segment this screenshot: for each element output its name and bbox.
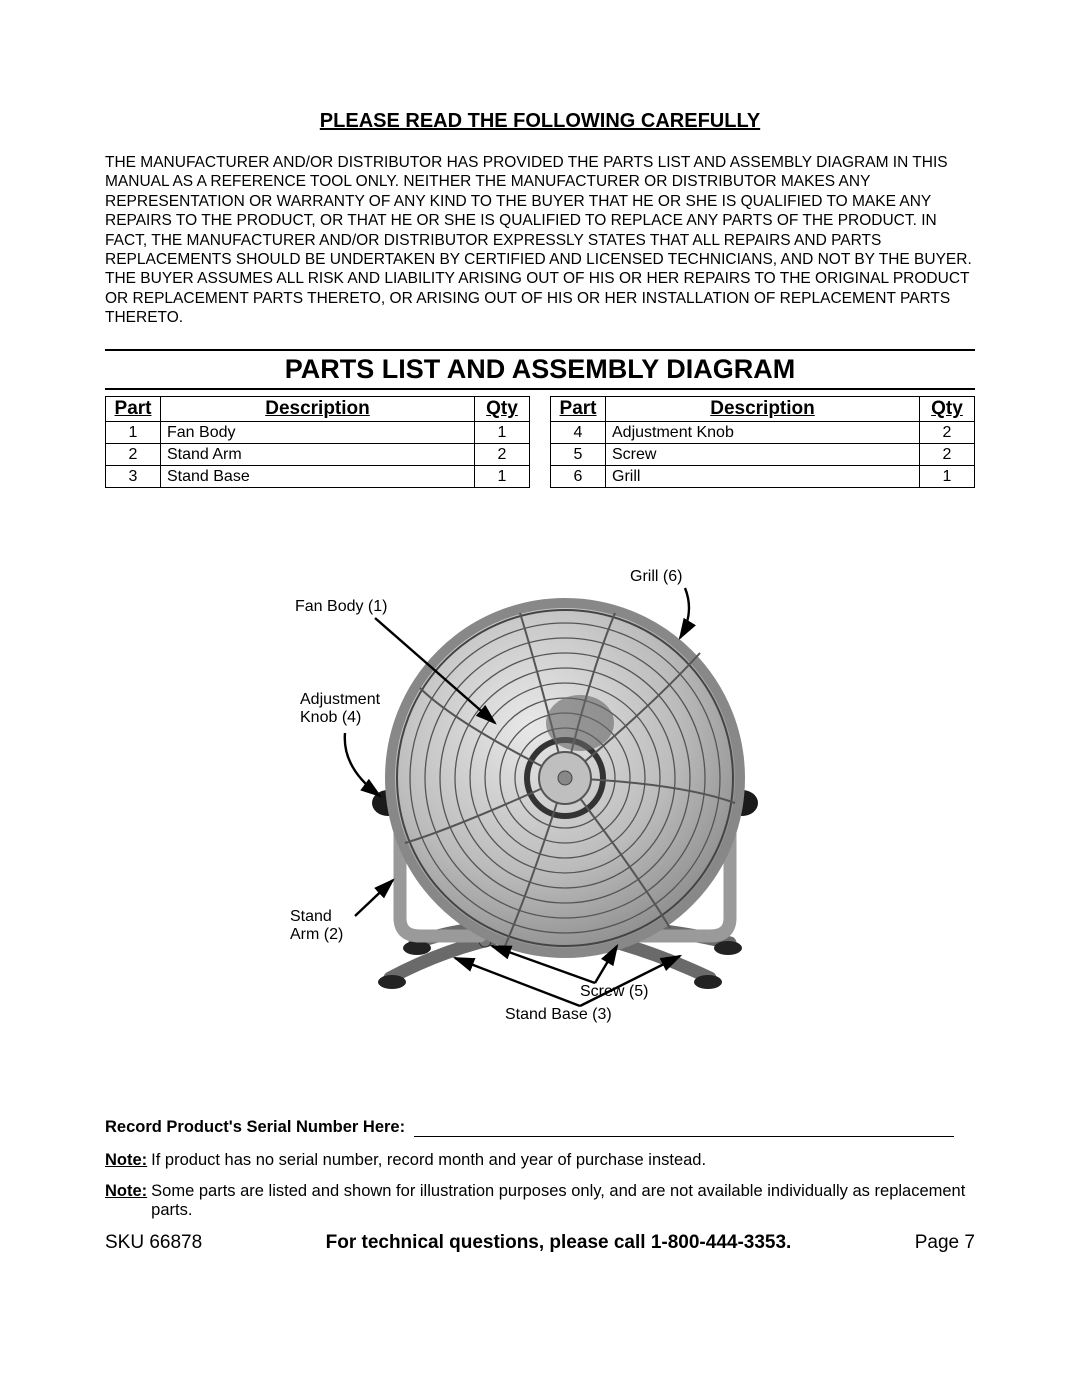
- serial-label: Record Product's Serial Number Here:: [105, 1118, 405, 1136]
- note-2: Note: Some parts are listed and shown fo…: [105, 1182, 975, 1220]
- header-title: PLEASE READ THE FOLLOWING CAREFULLY: [105, 110, 975, 133]
- parts-table-right: Part Description Qty 4 Adjustment Knob 2…: [550, 396, 975, 488]
- fan-diagram-svg: [280, 558, 800, 1018]
- assembly-diagram: Fan Body (1) Grill (6) Adjustment Knob (…: [280, 558, 800, 1018]
- cell: Stand Base: [161, 466, 475, 488]
- note-label: Note:: [105, 1182, 147, 1220]
- cell: Grill: [606, 466, 920, 488]
- col-qty: Qty: [920, 397, 975, 422]
- cell: 1: [920, 466, 975, 488]
- cell: Adjustment Knob: [606, 422, 920, 444]
- col-description: Description: [161, 397, 475, 422]
- page-footer: SKU 66878 For technical questions, pleas…: [105, 1232, 975, 1254]
- section-title: PARTS LIST AND ASSEMBLY DIAGRAM: [105, 351, 975, 390]
- col-part: Part: [551, 397, 606, 422]
- cell: 2: [475, 444, 530, 466]
- cell: 1: [475, 466, 530, 488]
- cell: 3: [106, 466, 161, 488]
- note-text: Some parts are listed and shown for illu…: [151, 1182, 975, 1220]
- table-row: 6 Grill 1: [551, 466, 975, 488]
- cell: 2: [106, 444, 161, 466]
- note-label: Note:: [105, 1151, 147, 1170]
- table-row: 1 Fan Body 1: [106, 422, 530, 444]
- label-fan-body: Fan Body (1): [295, 598, 387, 616]
- note-text: If product has no serial number, record …: [151, 1151, 975, 1170]
- disclaimer-text: THE MANUFACTURER AND/OR DISTRIBUTOR HAS …: [105, 153, 975, 327]
- col-qty: Qty: [475, 397, 530, 422]
- parts-table-left: Part Description Qty 1 Fan Body 1 2 Stan…: [105, 396, 530, 488]
- cell: 1: [106, 422, 161, 444]
- cell: 2: [920, 444, 975, 466]
- footer-page: Page 7: [915, 1232, 975, 1254]
- col-part: Part: [106, 397, 161, 422]
- cell: Stand Arm: [161, 444, 475, 466]
- label-stand-arm-l1: Stand: [290, 908, 332, 926]
- label-stand-arm-l2: Arm (2): [290, 926, 343, 944]
- table-row: 3 Stand Base 1: [106, 466, 530, 488]
- cell: Screw: [606, 444, 920, 466]
- note-1: Note: If product has no serial number, r…: [105, 1151, 975, 1170]
- cell: Fan Body: [161, 422, 475, 444]
- label-adjustment-knob-l1: Adjustment: [300, 691, 380, 709]
- cell: 6: [551, 466, 606, 488]
- serial-number-line: Record Product's Serial Number Here:: [105, 1118, 975, 1137]
- label-grill: Grill (6): [630, 568, 682, 586]
- cell: 5: [551, 444, 606, 466]
- table-row: 4 Adjustment Knob 2: [551, 422, 975, 444]
- cell: 2: [920, 422, 975, 444]
- label-adjustment-knob-l2: Knob (4): [300, 709, 361, 727]
- label-screw: Screw (5): [580, 983, 648, 1001]
- table-row: 2 Stand Arm 2: [106, 444, 530, 466]
- cell: 1: [475, 422, 530, 444]
- footer-phone: For technical questions, please call 1-8…: [326, 1232, 792, 1254]
- parts-tables: Part Description Qty 1 Fan Body 1 2 Stan…: [105, 396, 975, 488]
- table-row: 5 Screw 2: [551, 444, 975, 466]
- label-stand-base: Stand Base (3): [505, 1006, 612, 1024]
- footer-sku: SKU 66878: [105, 1232, 202, 1254]
- cell: 4: [551, 422, 606, 444]
- col-description: Description: [606, 397, 920, 422]
- serial-underline[interactable]: [414, 1136, 954, 1137]
